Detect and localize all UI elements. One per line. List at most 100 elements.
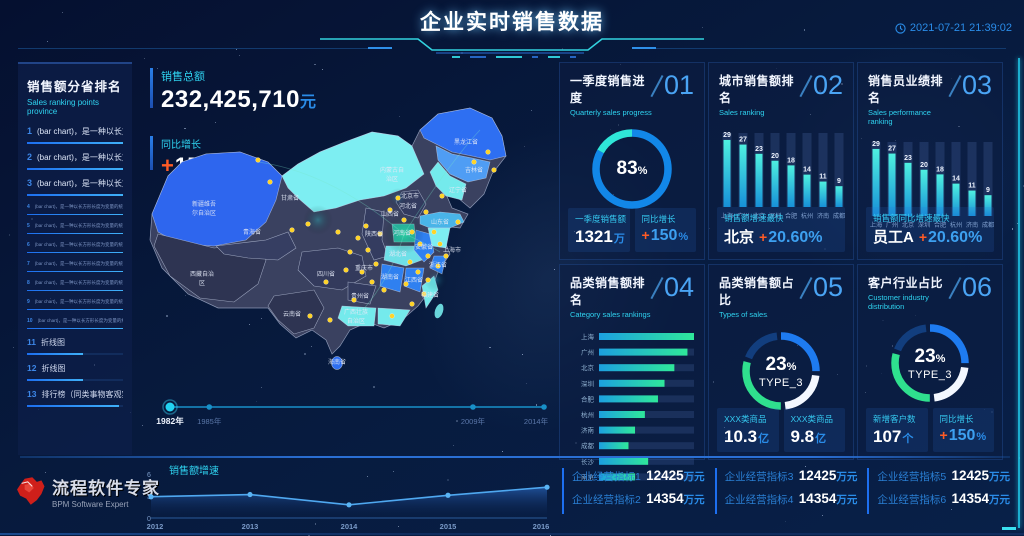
- timeline-dot-halo: [162, 399, 178, 415]
- province-yunnan[interactable]: [267, 289, 325, 335]
- map-marker[interactable]: [395, 195, 401, 201]
- map-marker[interactable]: [425, 277, 431, 283]
- map-glow: [303, 205, 333, 235]
- province-ranking-list: 1 (bar chart)，是一种以长方 2 (bar chart)，是一种以长方 3 (…: [27, 126, 123, 407]
- growth-point-2012: [148, 494, 154, 500]
- svg-text:成都: 成都: [982, 221, 994, 229]
- map-marker[interactable]: [323, 279, 329, 285]
- stat-value: 北京 +20.60%: [724, 229, 823, 246]
- province-liaoning[interactable]: [429, 161, 467, 201]
- timeline-label: 2014年: [524, 416, 549, 426]
- panel-number: 06: [961, 272, 992, 302]
- star: [12, 347, 14, 349]
- map-marker[interactable]: [443, 253, 449, 259]
- province-label: 河北省: [399, 202, 417, 210]
- map-marker[interactable]: [455, 219, 461, 225]
- kpi-accent-bar: [150, 136, 153, 170]
- province-hainan[interactable]: [331, 356, 343, 370]
- map-marker[interactable]: [439, 193, 445, 199]
- province-jilin[interactable]: [435, 145, 491, 183]
- kpi-accent-bar: [150, 68, 153, 108]
- growth-point-2014: [346, 502, 352, 508]
- map-marker[interactable]: [401, 217, 407, 223]
- map-marker[interactable]: [409, 229, 415, 235]
- stat-box: 同比增长 +150%: [932, 408, 994, 452]
- rank-number: 9: [27, 299, 30, 305]
- map-marker[interactable]: [373, 261, 379, 267]
- timeline-slider[interactable]: 1982年 1985年 2009年 2014年: [140, 398, 558, 438]
- panel-title: 销售员业绩排名: [868, 74, 944, 105]
- map-marker[interactable]: [421, 291, 427, 297]
- metric-企业经营指标6: 企业经营指标6 14354万元: [877, 491, 1010, 507]
- map-marker[interactable]: [289, 227, 295, 233]
- sales-growth-title: 销售额增速: [169, 466, 219, 477]
- province-guangxi[interactable]: [337, 305, 377, 327]
- header-rule-left: [18, 48, 392, 49]
- map-marker[interactable]: [369, 279, 375, 285]
- svg-text:27: 27: [739, 137, 747, 144]
- map-marker[interactable]: [305, 221, 311, 227]
- map-marker[interactable]: [267, 179, 273, 185]
- rank-bar: [27, 214, 123, 215]
- bar-chart: 29 上海 27 广州 23 北京 20 深圳 18 合肥 14 杭州 11 济南 9 成都: [721, 132, 845, 220]
- map-marker[interactable]: [307, 313, 313, 319]
- map-marker[interactable]: [425, 253, 431, 259]
- province-taiwan[interactable]: [433, 303, 445, 320]
- map-marker[interactable]: [403, 281, 409, 287]
- map-marker[interactable]: [491, 167, 497, 173]
- timeline-dot-1985年[interactable]: [206, 404, 213, 410]
- map-marker[interactable]: [431, 229, 437, 235]
- plus-sign: +: [759, 229, 768, 245]
- map-marker[interactable]: [389, 313, 395, 319]
- svg-text:合肥: 合肥: [934, 221, 946, 229]
- map-marker[interactable]: [417, 241, 423, 247]
- header-decoration: [320, 38, 704, 58]
- rank-label: (bar chart)，是一种以长方形长度为变量的统计图: [34, 280, 123, 285]
- map-marker[interactable]: [365, 247, 371, 253]
- star: [239, 55, 240, 56]
- metric-企业经营指标1: 企业经营指标1 12425万元: [572, 468, 705, 484]
- rank-label: (bar chart)，是一种以长方: [37, 179, 123, 188]
- map-marker[interactable]: [359, 269, 365, 275]
- timeline-dot-2014年[interactable]: [541, 404, 547, 410]
- map-marker[interactable]: [437, 241, 443, 247]
- timeline-dot-1982年[interactable]: [165, 402, 175, 412]
- sales-growth-svg: 63020122013201420152016: [147, 472, 550, 531]
- province-qinghai[interactable]: [215, 231, 297, 261]
- map-marker[interactable]: [471, 159, 477, 165]
- province-hunan[interactable]: [379, 263, 405, 293]
- province-label: 江西省: [405, 276, 423, 284]
- ranking-item-11: 11 折线图: [27, 337, 123, 355]
- province-label: 云南省: [283, 310, 301, 318]
- map-marker[interactable]: [485, 149, 491, 155]
- map-marker[interactable]: [409, 301, 415, 307]
- map-marker[interactable]: [407, 259, 413, 265]
- svg-text:14: 14: [952, 176, 960, 183]
- panel-number: 05: [812, 272, 843, 302]
- rank-bar: [27, 290, 123, 291]
- province-heilongjiang[interactable]: [419, 107, 507, 161]
- province-label: 黑龙江省: [454, 138, 478, 146]
- panel-number: 04: [663, 272, 694, 302]
- svg-text:2013: 2013: [242, 522, 259, 531]
- map-marker[interactable]: [347, 249, 353, 255]
- map-marker[interactable]: [415, 269, 421, 275]
- map-marker[interactable]: [363, 223, 369, 229]
- svg-text:成都: 成都: [581, 441, 595, 450]
- map-marker[interactable]: [387, 207, 393, 213]
- timeline-dot-2009年[interactable]: [470, 404, 476, 410]
- map-marker[interactable]: [355, 235, 361, 241]
- map-marker[interactable]: [327, 317, 333, 323]
- province-ranking-subtitle: Sales ranking points province: [27, 98, 100, 116]
- map-marker[interactable]: [381, 287, 387, 293]
- map-marker[interactable]: [435, 263, 441, 269]
- map-marker[interactable]: [377, 231, 383, 237]
- map-marker[interactable]: [423, 209, 429, 215]
- province-neimenggu[interactable]: [281, 131, 425, 213]
- map-marker[interactable]: [255, 157, 261, 163]
- rank-bar: [27, 353, 123, 355]
- map-marker[interactable]: [343, 267, 349, 273]
- map-marker[interactable]: [351, 297, 357, 303]
- map-marker[interactable]: [335, 229, 341, 235]
- total-sales-label: 销售总额: [161, 71, 205, 83]
